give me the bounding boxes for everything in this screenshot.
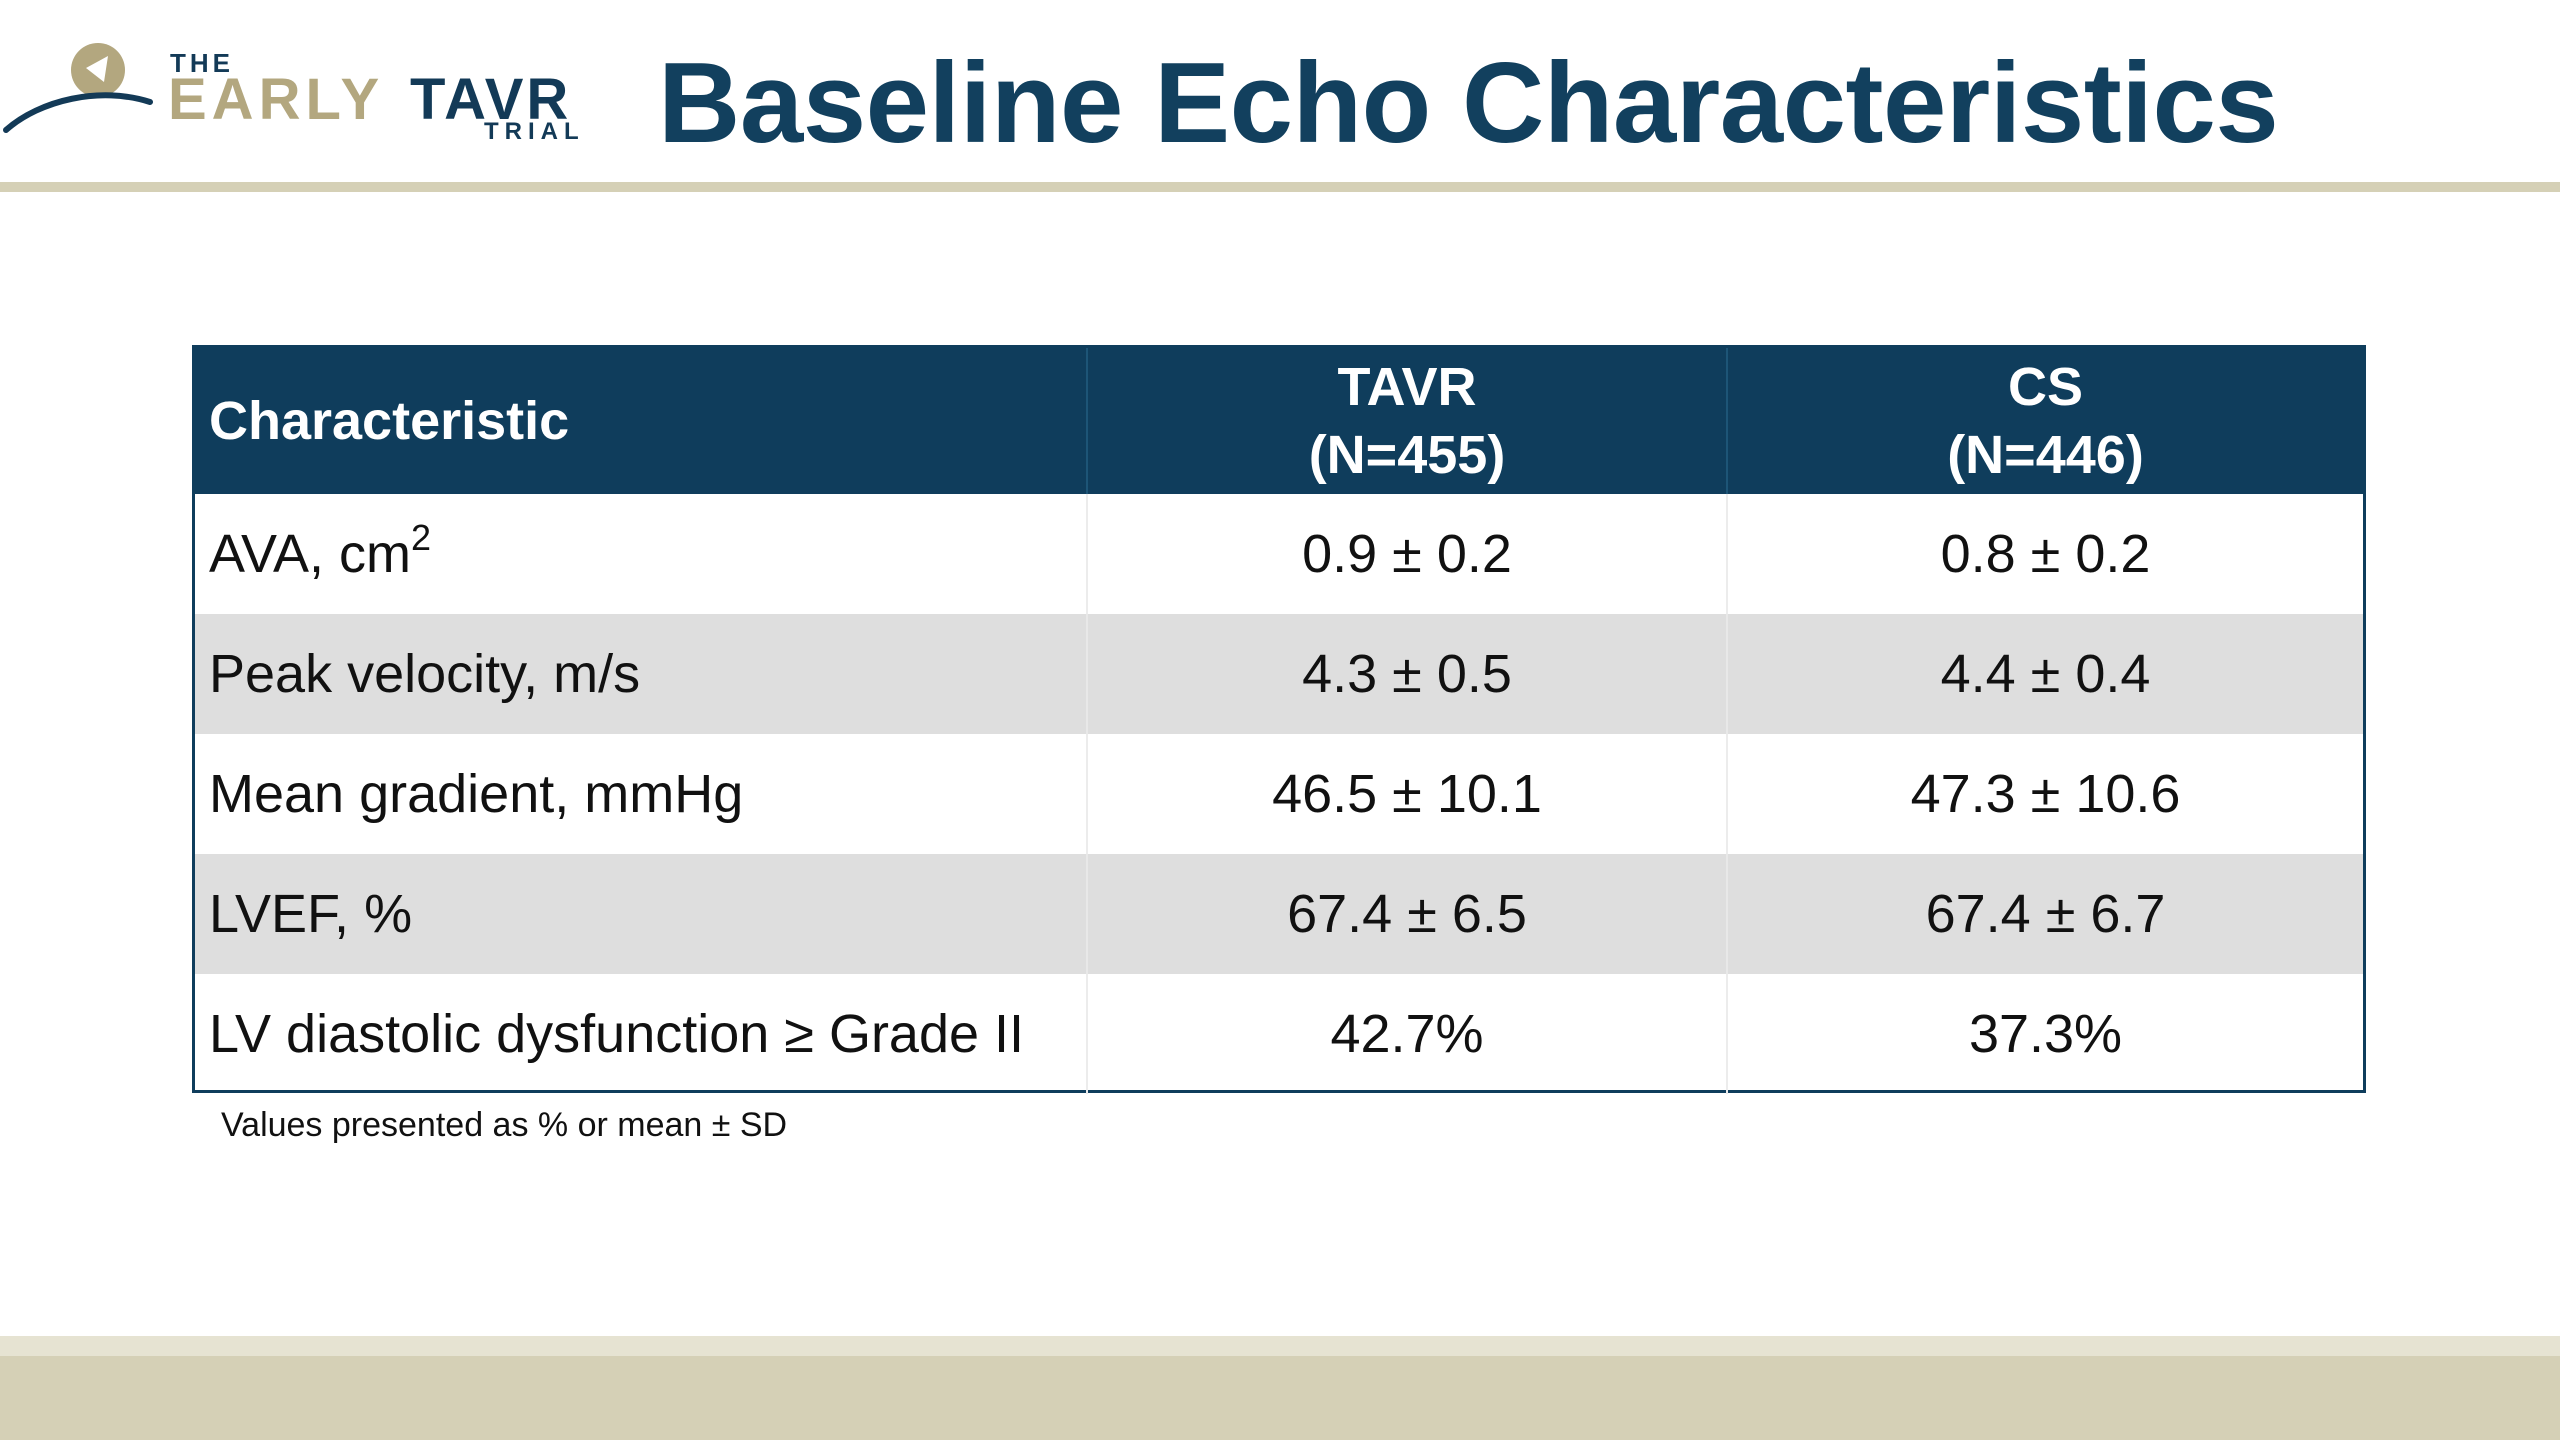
cs-value: 47.3 ± 10.6 — [1726, 734, 2363, 854]
table-row: Peak velocity, m/s 4.3 ± 0.5 4.4 ± 0.4 — [195, 614, 2363, 734]
row-label: AVA, cm2 — [209, 517, 432, 585]
table-footnote: Values presented as % or mean ± SD — [221, 1106, 788, 1144]
logo-early-text: EARLY — [168, 67, 385, 132]
column-header-cs: CS (N=446) — [1726, 348, 2363, 494]
row-label: Peak velocity, m/s — [209, 644, 641, 704]
column-header-characteristic: Characteristic — [209, 391, 570, 451]
logo-tavr-text: TAVR — [410, 67, 572, 132]
cs-value: 4.4 ± 0.4 — [1726, 614, 2363, 734]
slide-header: THE EARLY TAVR TRIAL Baseline Echo Chara… — [0, 0, 2560, 182]
page-title: Baseline Echo Characteristics — [658, 40, 2279, 167]
column-header-cs-n: (N=446) — [1947, 425, 2144, 485]
tavr-value: 42.7% — [1086, 974, 1727, 1094]
row-label: LVEF, % — [209, 884, 413, 944]
cs-value: 67.4 ± 6.7 — [1726, 854, 2363, 974]
header-divider — [0, 182, 2560, 192]
logo-trial-text: TRIAL — [484, 118, 585, 145]
tavr-value: 67.4 ± 6.5 — [1086, 854, 1727, 974]
unit-superscript: 2 — [411, 517, 432, 558]
table-row: LV diastolic dysfunction ≥ Grade II 42.7… — [195, 974, 2363, 1094]
tavr-value: 4.3 ± 0.5 — [1086, 614, 1727, 734]
echo-characteristics-table: Characteristic TAVR (N=455) CS (N=446) A… — [192, 345, 2366, 1094]
footer-band — [0, 1356, 2560, 1440]
tavr-value: 0.9 ± 0.2 — [1086, 494, 1727, 614]
column-header-tavr: TAVR (N=455) — [1086, 348, 1727, 494]
column-header-tavr-name: TAVR — [1337, 357, 1477, 417]
column-header-tavr-n: (N=455) — [1308, 425, 1506, 485]
logo-the-text: THE — [170, 48, 234, 78]
row-label: Mean gradient, mmHg — [209, 764, 744, 824]
column-header-cs-name: CS — [2007, 357, 2083, 417]
tavr-value: 46.5 ± 10.1 — [1086, 734, 1727, 854]
table-row: Mean gradient, mmHg 46.5 ± 10.1 47.3 ± 1… — [195, 734, 2363, 854]
cs-value: 37.3% — [1726, 974, 2363, 1094]
table-header-row: Characteristic TAVR (N=455) CS (N=446) — [195, 348, 2363, 494]
logo-emblem-icon — [3, 43, 153, 133]
row-label: LV diastolic dysfunction ≥ Grade II — [209, 1004, 1025, 1064]
table-row: AVA, cm2 0.9 ± 0.2 0.8 ± 0.2 — [195, 494, 2363, 614]
table-row: LVEF, % 67.4 ± 6.5 67.4 ± 6.7 — [195, 854, 2363, 974]
trial-logo: THE EARLY TAVR TRIAL — [0, 30, 600, 160]
cs-value: 0.8 ± 0.2 — [1726, 494, 2363, 614]
footer-band-top — [0, 1336, 2560, 1356]
